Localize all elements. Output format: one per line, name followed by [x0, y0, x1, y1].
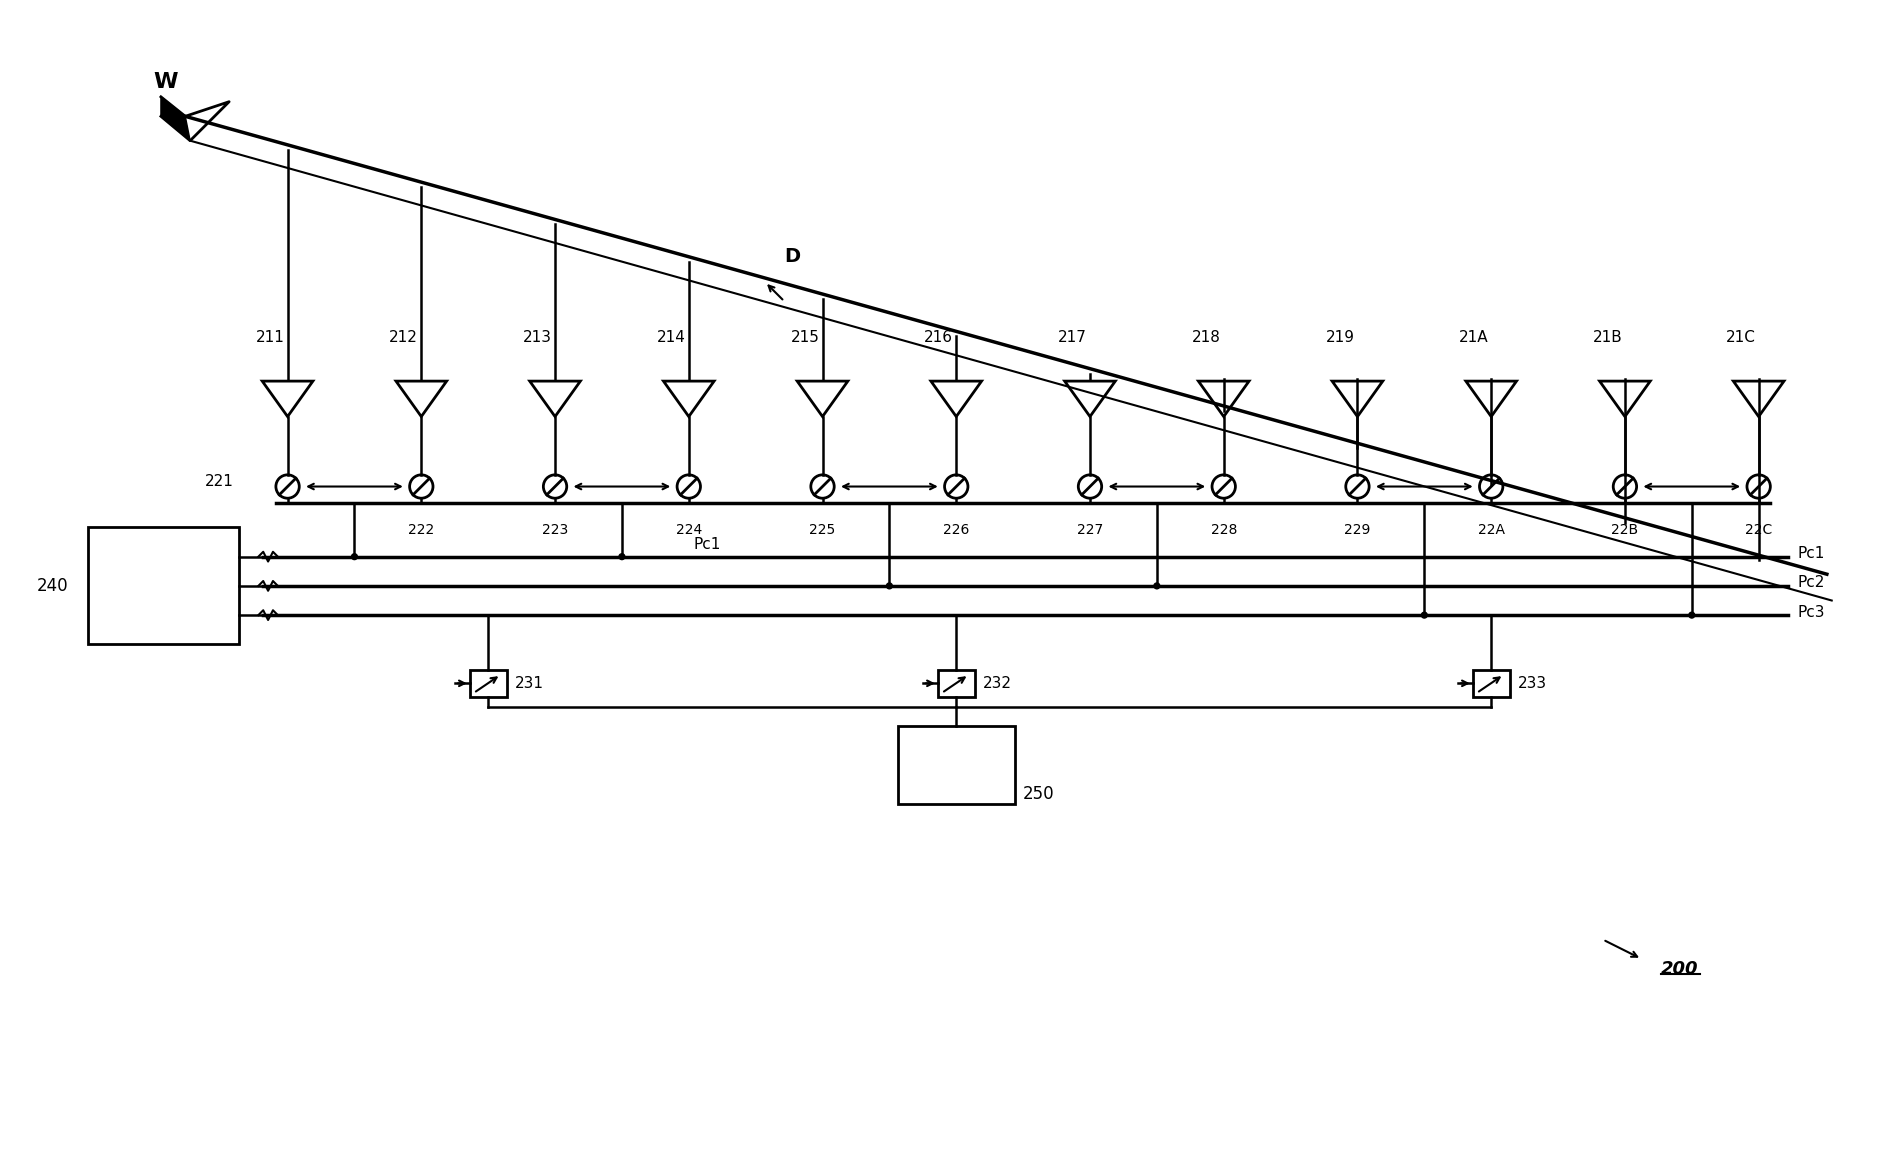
Circle shape — [1154, 583, 1160, 589]
Text: D: D — [784, 248, 800, 267]
Text: Pc3: Pc3 — [1797, 605, 1826, 619]
Text: 218: 218 — [1192, 331, 1220, 346]
Bar — [899, 726, 1015, 804]
Text: Pc1: Pc1 — [1797, 546, 1826, 561]
Text: 223: 223 — [543, 523, 567, 537]
Bar — [88, 527, 238, 645]
Text: 227: 227 — [1078, 523, 1102, 537]
Text: 22C: 22C — [1746, 523, 1773, 537]
Text: Pc1: Pc1 — [693, 537, 722, 552]
Text: 232: 232 — [982, 676, 1011, 690]
Text: 22A: 22A — [1478, 523, 1504, 537]
Text: 250: 250 — [1022, 786, 1055, 803]
Text: 225: 225 — [809, 523, 836, 537]
Text: 219: 219 — [1325, 331, 1354, 346]
Text: W: W — [154, 72, 179, 92]
Text: 228: 228 — [1211, 523, 1238, 537]
Bar — [470, 669, 506, 697]
Polygon shape — [162, 97, 190, 141]
Circle shape — [619, 554, 625, 560]
Text: 216: 216 — [923, 331, 954, 346]
Text: 21B: 21B — [1592, 331, 1622, 346]
Text: Pc2: Pc2 — [1797, 575, 1826, 590]
Text: 226: 226 — [942, 523, 969, 537]
Bar — [939, 669, 975, 697]
Circle shape — [1689, 612, 1695, 618]
Text: 21A: 21A — [1458, 331, 1489, 346]
Circle shape — [1422, 612, 1428, 618]
Circle shape — [887, 583, 893, 589]
Text: 233: 233 — [1517, 676, 1546, 690]
Circle shape — [352, 554, 358, 560]
Text: 229: 229 — [1344, 523, 1371, 537]
Text: 217: 217 — [1059, 331, 1087, 346]
Text: 222: 222 — [407, 523, 434, 537]
Text: 22B: 22B — [1611, 523, 1639, 537]
Text: 21C: 21C — [1727, 331, 1755, 346]
Text: 215: 215 — [790, 331, 819, 346]
Text: 213: 213 — [524, 331, 552, 346]
Text: 224: 224 — [676, 523, 703, 537]
Text: 212: 212 — [388, 331, 419, 346]
Text: 221: 221 — [206, 474, 234, 489]
Text: 231: 231 — [514, 676, 543, 690]
Bar — [1472, 669, 1510, 697]
Text: 211: 211 — [255, 331, 284, 346]
Text: 214: 214 — [657, 331, 685, 346]
Text: 240: 240 — [36, 577, 69, 595]
Text: 200: 200 — [1660, 960, 1698, 978]
